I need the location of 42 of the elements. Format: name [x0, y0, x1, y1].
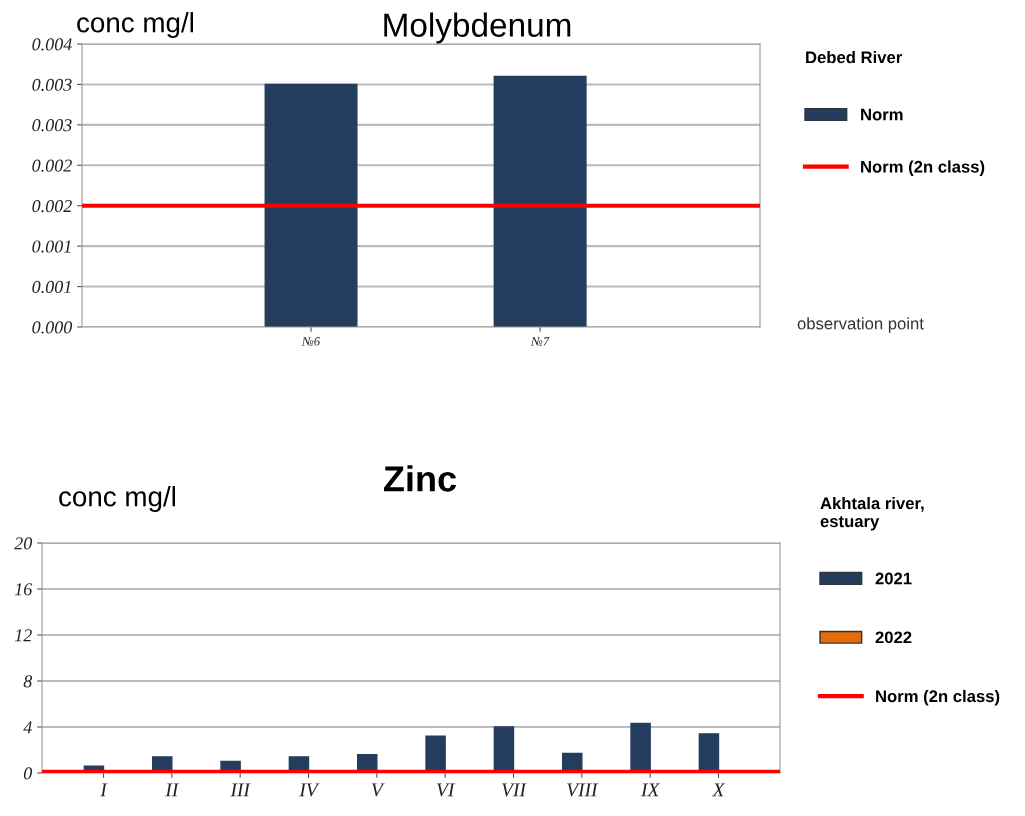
y-tick-label: 20: [14, 537, 33, 550]
bar: [425, 735, 446, 773]
y-axis-title: conc mg/l: [59, 486, 176, 512]
x-tick-label: IX: [640, 783, 660, 797]
legend-title: Debed River: [806, 51, 903, 64]
x-tick-label: III: [230, 783, 251, 797]
bar: [493, 726, 515, 773]
y-tick-label: 0.004: [32, 38, 72, 51]
x-tick-label: VIII: [567, 783, 599, 797]
legend-title: Akhtala river, estuary: [820, 497, 924, 531]
x-axis-title: observation point: [797, 317, 924, 333]
legend-label: 2022: [875, 631, 912, 644]
y-tick-label: 16: [14, 583, 33, 596]
y-tick-label: 0.001: [32, 280, 71, 294]
x-tick-label: V: [371, 783, 385, 797]
legend-label: Norm: [861, 108, 903, 121]
bar: [698, 733, 720, 773]
x-tick-label: I: [100, 783, 108, 797]
y-tick-label: 0: [23, 767, 33, 780]
y-axis-title: conc mg/l: [77, 12, 194, 38]
y-tick-label: 0.003: [32, 119, 72, 132]
bar: [630, 722, 651, 773]
y-tick-label: 12: [14, 629, 32, 642]
legend-label: Norm (2n class): [861, 160, 985, 176]
x-tick-label: VI: [437, 783, 456, 797]
legend-label: 2021: [875, 572, 912, 585]
y-tick-label: 0.002: [32, 159, 72, 172]
y-tick-label: 0.001: [32, 240, 71, 253]
x-tick-label: №6: [301, 337, 321, 346]
y-tick-label: 0.003: [32, 78, 72, 91]
chart-title: Molybdenum: [384, 12, 571, 44]
x-tick-label: №7: [530, 337, 550, 346]
chart-title: Zinc: [383, 465, 457, 492]
legend-label: Norm (2n class): [876, 689, 1000, 706]
y-tick-label: 0.002: [32, 199, 72, 213]
x-tick-label: IV: [299, 783, 320, 797]
y-tick-label: 4: [23, 721, 32, 734]
x-tick-label: VII: [502, 783, 527, 797]
y-tick-label: 8: [23, 675, 33, 688]
y-tick-label: 0.000: [32, 321, 73, 334]
x-tick-label: II: [165, 783, 180, 797]
x-tick-label: X: [711, 783, 726, 797]
